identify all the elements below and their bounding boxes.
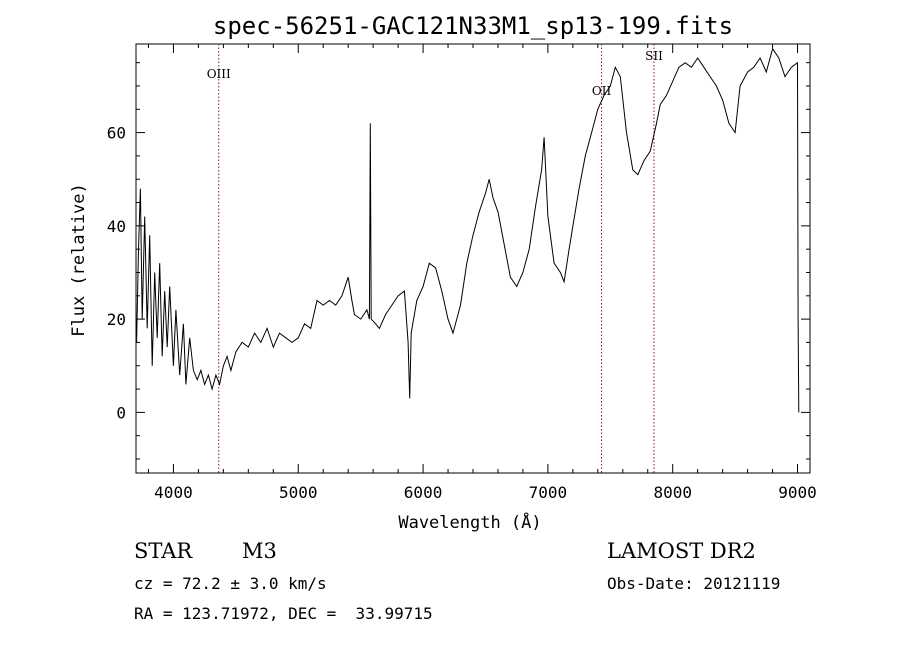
spectrum-line xyxy=(136,47,800,413)
x-tick-label: 5000 xyxy=(279,483,318,502)
spectral-line-label: SII xyxy=(645,49,663,63)
obs-date-label: Obs-Date: 20121119 xyxy=(607,574,781,593)
spectrum-chart: spec-56251-GAC121N33M1_sp13-199.fits 400… xyxy=(69,12,817,533)
redshift-label: cz = 72.2 ± 3.0 km/s xyxy=(134,574,327,593)
chart-title: spec-56251-GAC121N33M1_sp13-199.fits xyxy=(213,12,733,40)
axis-ticks xyxy=(136,44,810,473)
tick-labels: 4000 5000 6000 7000 8000 9000 0 20 40 60 xyxy=(107,124,817,502)
x-tick-label: 8000 xyxy=(653,483,692,502)
plot-frame xyxy=(135,43,811,474)
spectral-line-label: OIII xyxy=(207,67,231,81)
y-tick-label: 40 xyxy=(107,217,126,236)
x-tick-label: 9000 xyxy=(778,483,817,502)
spectral-line-label: OII xyxy=(592,84,612,98)
x-tick-label: 4000 xyxy=(154,483,193,502)
x-tick-label: 7000 xyxy=(529,483,568,502)
y-axis-label: Flux (relative) xyxy=(69,183,89,337)
y-tick-label: 60 xyxy=(107,124,126,143)
y-tick-label: 0 xyxy=(116,403,126,422)
emission-line-markers: OIII OII SII xyxy=(207,44,663,473)
x-tick-label: 6000 xyxy=(404,483,443,502)
classification-label: STAR xyxy=(134,539,193,563)
survey-label: LAMOST DR2 xyxy=(607,539,756,563)
coordinates-label: RA = 123.71972, DEC = 33.99715 xyxy=(134,604,433,623)
subclass-label: M3 xyxy=(242,539,277,563)
y-tick-label: 20 xyxy=(107,310,126,329)
x-axis-label: Wavelength (Å) xyxy=(398,511,541,533)
